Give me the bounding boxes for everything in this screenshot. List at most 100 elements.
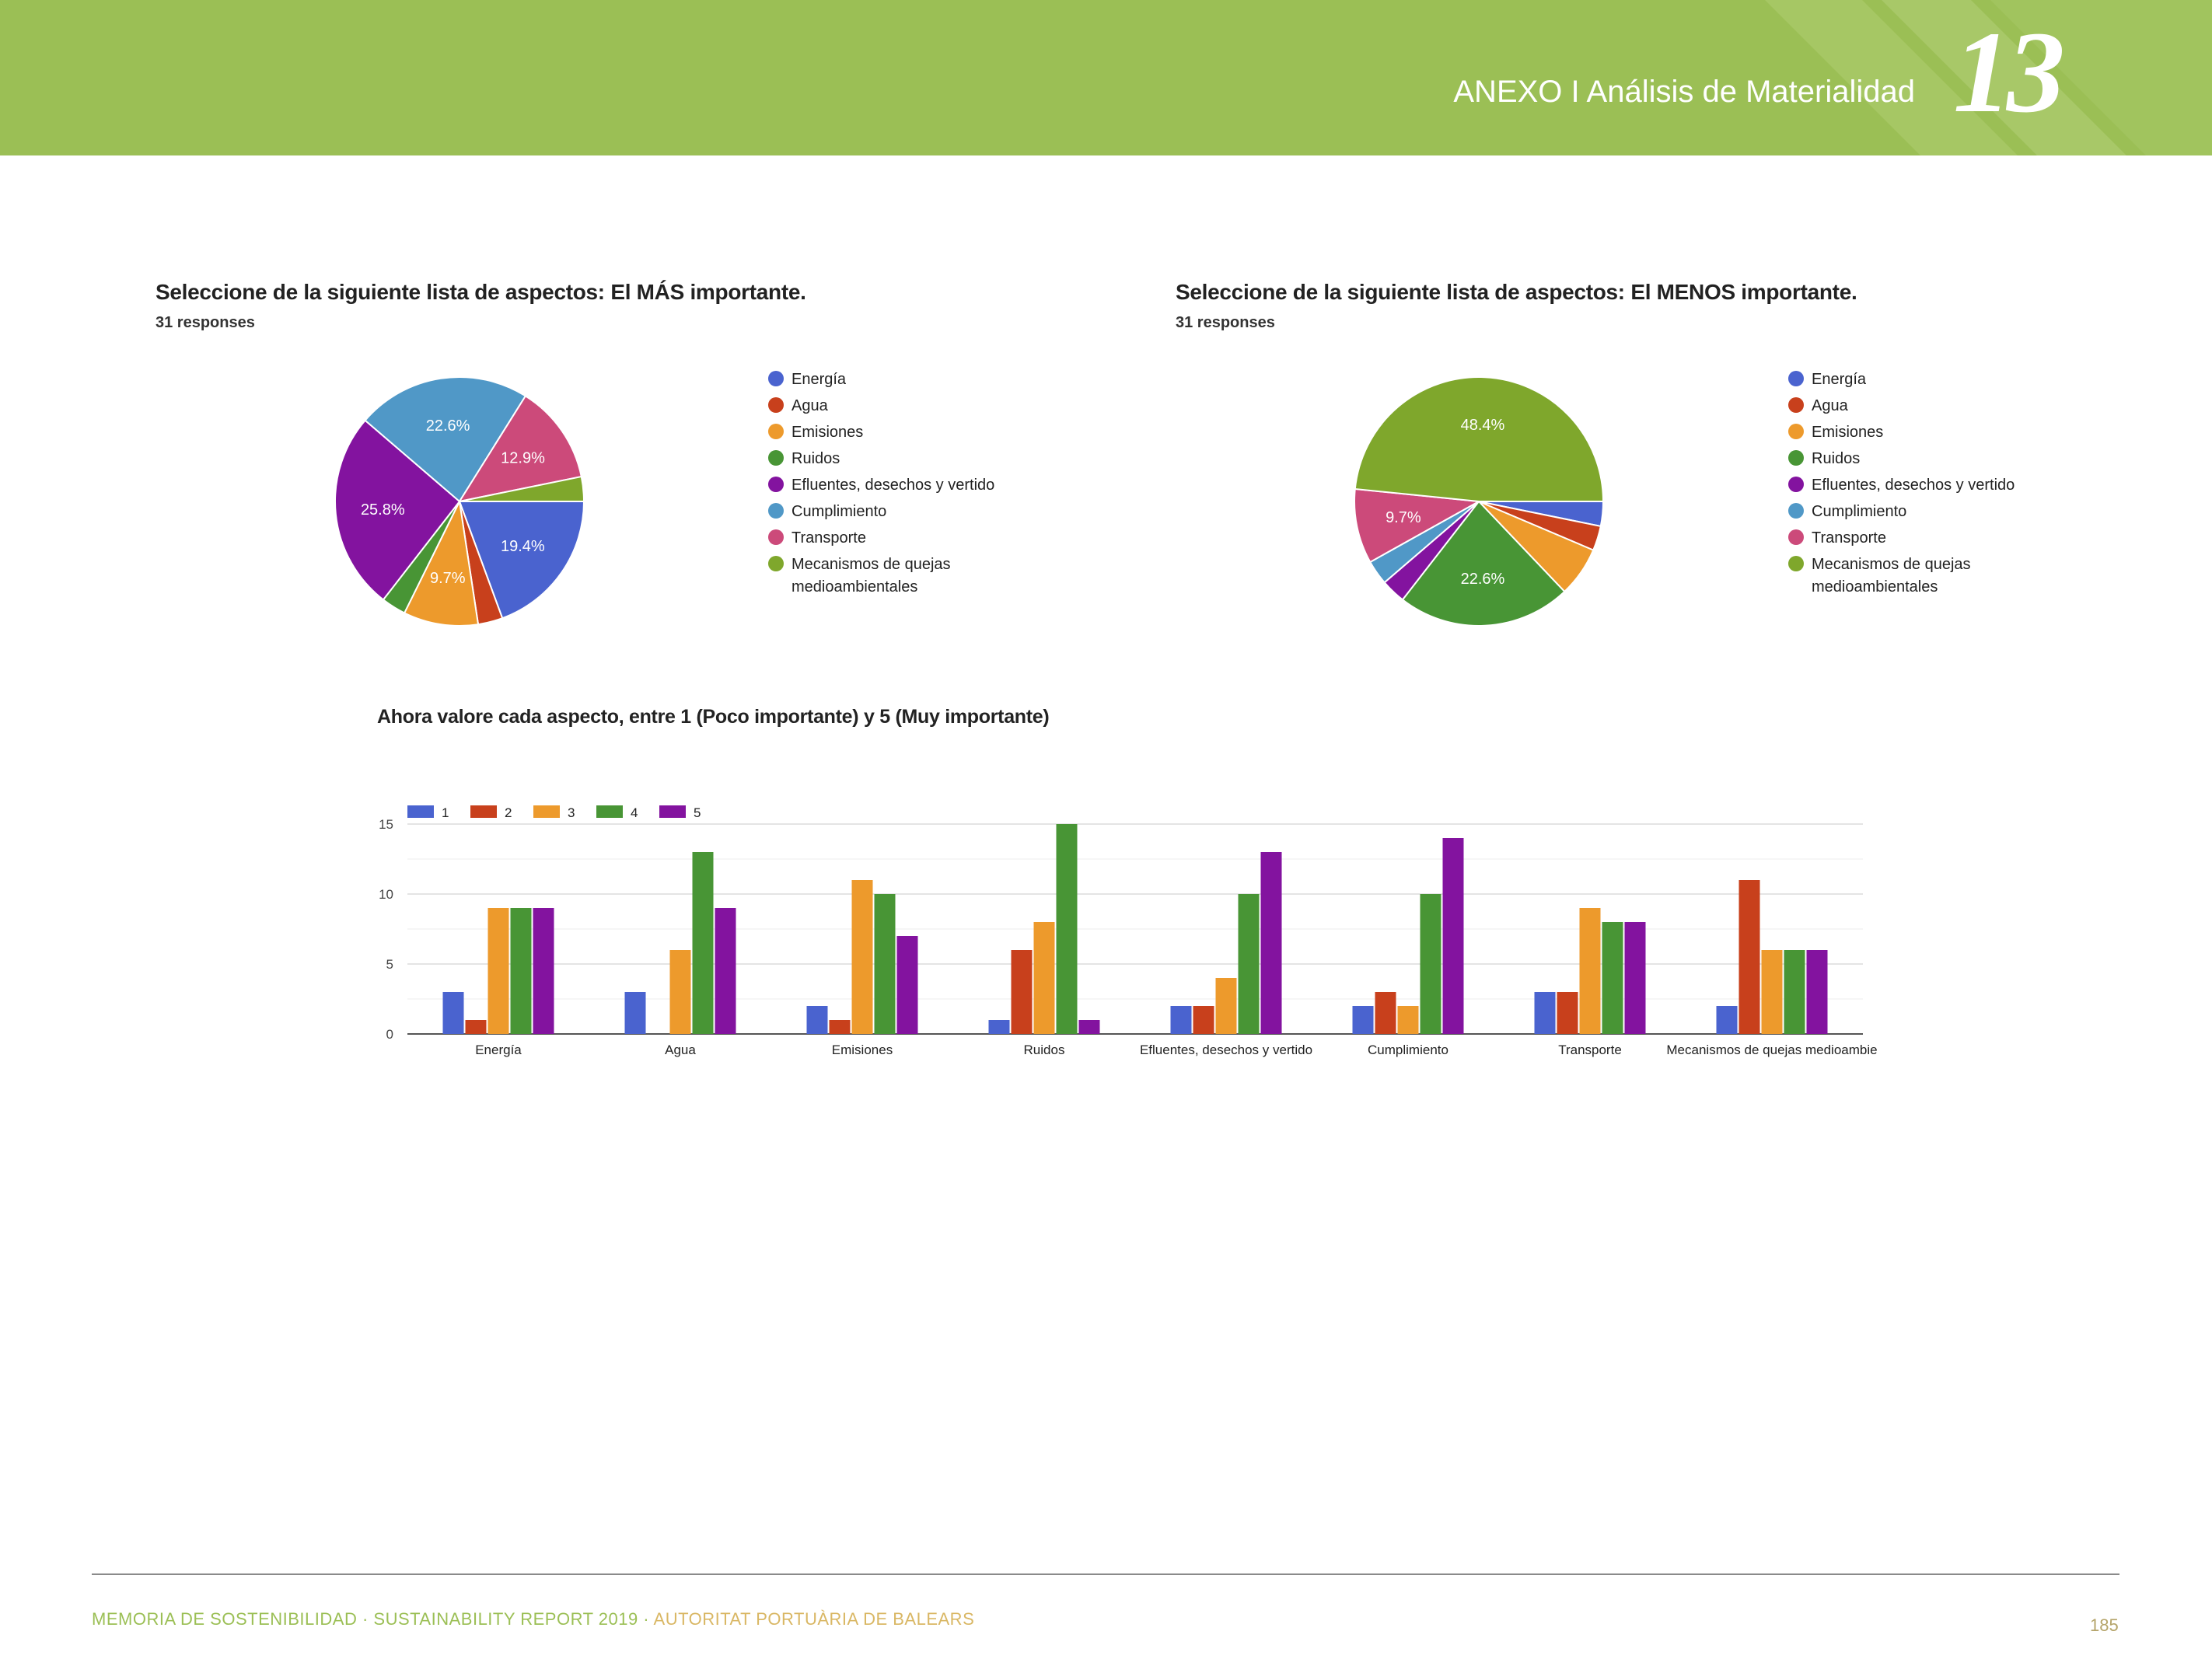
bar-y-tick-label: 0 [386,1027,393,1042]
bar-legend-swatch-5 [659,805,686,818]
bar-category-label: Cumplimiento [1368,1043,1448,1057]
pie-most-legend-swatch-2 [768,424,784,439]
bar-7-series-1 [1716,1006,1738,1034]
bar-6-series-1 [1534,992,1556,1034]
bar-2-series-5 [896,936,918,1034]
pie-most-slice-label-6: 12.9% [501,449,545,466]
pie-most-legend: Energía Agua Emisiones Ruidos Efluentes, des… [768,371,994,595]
bar-category-label: Ruidos [1024,1043,1065,1057]
bar-4-series-3 [1215,978,1237,1034]
pie-least-legend-swatch-5 [1788,503,1804,519]
bar-2-series-4 [874,894,896,1034]
bar-3-series-3 [1033,922,1055,1034]
pie-least-slice-7 [1354,376,1605,502]
pie-least-legend-label-5: Cumplimiento [1812,503,1906,520]
bar-legend-label-1: 1 [442,805,449,820]
pie-most-subtitle: 31 responses [156,314,255,331]
header-band: ANEXO I Análisis de Materialidad 13 [0,0,2212,155]
bar-legend-swatch-2 [470,805,497,818]
pie-most-legend-swatch-6 [768,529,784,545]
pie-least-slice-label-6: 9.7% [1386,509,1421,526]
pie-least-legend-swatch-4 [1788,477,1804,492]
footer-divider [92,1573,2119,1575]
pie-most-legend-label-0: Energía [791,371,847,388]
pie-least-legend-label-2: Emisiones [1812,424,1883,441]
bar-legend-swatch-3 [533,805,560,818]
bar-category-label: Emisiones [832,1043,893,1057]
bar-1-series-3 [669,950,691,1034]
bar-2-series-3 [851,880,873,1034]
pie-least-legend-label-6: Transporte [1812,529,1886,547]
bar-0-series-2 [465,1020,487,1034]
pie-least-legend-label-4: Efluentes, desechos y vertido [1812,477,2015,494]
bar-1-series-5 [715,908,736,1034]
bar-5-series-1 [1352,1006,1374,1034]
pie-least-legend-swatch-7 [1788,556,1804,571]
bar-5-series-5 [1442,838,1464,1034]
bar-5-series-3 [1397,1006,1419,1034]
bar-4-series-5 [1260,852,1282,1034]
pie-least-legend: Energía Agua Emisiones Ruidos Efluentes, des… [1788,371,2015,595]
bar-5-series-2 [1375,992,1396,1034]
chapter-number: 13 [1953,8,2065,137]
bar-2-series-2 [829,1020,851,1034]
bar-legend-label-4: 4 [631,805,638,820]
pie-most-legend-swatch-4 [768,477,784,492]
pie-most-legend-label-6: Transporte [791,529,866,547]
bar-7-series-2 [1738,880,1760,1034]
bar-y-tick-label: 15 [379,817,393,832]
pie-most-slice-2 [403,498,480,627]
bar-chart-title: Ahora valore cada aspecto, entre 1 (Poco… [377,706,1050,728]
pie-most-slice-label-4: 25.8% [361,501,405,519]
bar-6-series-5 [1624,922,1646,1034]
pie-most-legend-swatch-1 [768,397,784,413]
pie-most-slice-5 [364,376,527,503]
pie-most-legend-label-1: Agua [791,397,829,414]
bar-4-series-2 [1193,1006,1214,1034]
pie-most-legend-swatch-3 [768,450,784,466]
bar-6-series-3 [1579,908,1601,1034]
pie-most-slice-7 [459,475,585,502]
page-number: 185 [2090,1615,2119,1635]
header-decoration [1765,0,2212,155]
bar-0-series-5 [533,908,554,1034]
pie-least-slice-label-7: 48.4% [1461,417,1505,434]
bar-3-series-1 [988,1020,1010,1034]
pie-most-legend-label-5: Cumplimiento [791,503,886,520]
bar-6-series-2 [1557,992,1578,1034]
pie-least-legend-swatch-1 [1788,397,1804,413]
bar-1-series-4 [692,852,714,1034]
pie-most-slice-4 [334,419,461,601]
bar-category-label: Efluentes, desechos y vertido [1140,1043,1312,1057]
bar-legend-label-2: 2 [505,805,512,820]
pie-most-title: Seleccione de la siguiente lista de aspe… [156,280,806,304]
bar-7-series-5 [1806,950,1828,1034]
bar-category-label: Transporte [1558,1043,1622,1057]
footer-organization: AUTORITAT PORTUÀRIA DE BALEARS [653,1609,975,1629]
pie-least-legend-label-7: Mecanismos de quejas medioambientales [1812,556,1971,595]
bar-category-label: Energía [475,1043,522,1057]
pie-least-legend-label-1: Agua [1812,397,1849,414]
bar-5-series-4 [1420,894,1441,1034]
bar-3-series-4 [1056,824,1078,1034]
bar-category-label: Mecanismos de quejas medioambie [1666,1043,1877,1057]
pie-least-legend-swatch-2 [1788,424,1804,439]
pie-most-legend-label-4: Efluentes, desechos y vertido [791,477,994,494]
pie-most-slice-label-5: 22.6% [426,417,470,435]
bar-category-label: Agua [665,1043,696,1057]
bar-7-series-3 [1761,950,1783,1034]
pie-chart-most-important: 19.4% 9.7% 25.8% 22.6% 12.9% [334,376,585,627]
bar-legend-swatch-1 [407,805,434,818]
footer-text: MEMORIA DE SOSTENIBILIDAD · SUSTAINABILI… [92,1609,974,1629]
bar-0-series-3 [487,908,509,1034]
pie-least-title: Seleccione de la siguiente lista de aspe… [1176,280,1857,304]
pie-least-slice-label-3: 22.6% [1461,571,1505,588]
bar-0-series-1 [442,992,464,1034]
bar-0-series-4 [510,908,532,1034]
pie-most-legend-swatch-0 [768,371,784,386]
pie-most-slice-0 [458,501,585,620]
bar-4-series-1 [1170,1006,1192,1034]
pie-most-slice-label-0: 19.4% [501,538,545,555]
pie-least-legend-label-3: Ruidos [1812,450,1860,467]
pie-least-legend-swatch-6 [1788,529,1804,545]
